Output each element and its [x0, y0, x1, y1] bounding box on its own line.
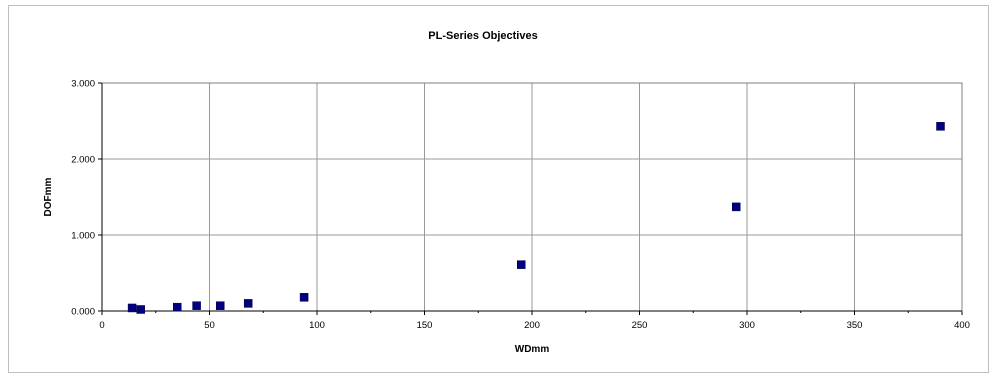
y-tick-label: 2.000: [71, 155, 95, 166]
data-point: [732, 202, 741, 212]
y-axis-title: DOFmm: [43, 177, 54, 216]
data-point: [127, 303, 137, 313]
x-tick-label: 400: [954, 320, 970, 331]
data-point: [192, 301, 201, 310]
x-tick-label: 150: [417, 320, 433, 331]
data-point: [517, 260, 526, 269]
data-point: [216, 301, 225, 310]
x-tick-label: 200: [524, 320, 540, 331]
y-tick-label: 3.000: [71, 79, 95, 90]
data-point: [173, 302, 182, 312]
chart-title: PL-Series Objectives: [428, 30, 537, 42]
x-tick-label: 50: [204, 320, 215, 331]
x-tick-label: 350: [847, 320, 863, 331]
data-point: [936, 122, 945, 131]
axes: [98, 82, 963, 315]
x-tick-label: 300: [739, 320, 755, 331]
x-tick-label: 0: [99, 320, 104, 331]
data-points: [127, 122, 945, 314]
x-axis-title: WDmm: [515, 344, 550, 355]
y-tick-label: 1.000: [71, 231, 95, 242]
data-point: [243, 299, 253, 308]
tick-labels: 0 50 100 150 200 250 300 350 400 0.000 1.000 2.000 3…: [71, 79, 970, 332]
y-tick-label: 0.000: [71, 307, 95, 318]
data-point: [136, 305, 145, 314]
x-tick-label: 100: [309, 320, 325, 331]
data-point: [299, 293, 309, 302]
x-tick-label: 250: [632, 320, 648, 331]
